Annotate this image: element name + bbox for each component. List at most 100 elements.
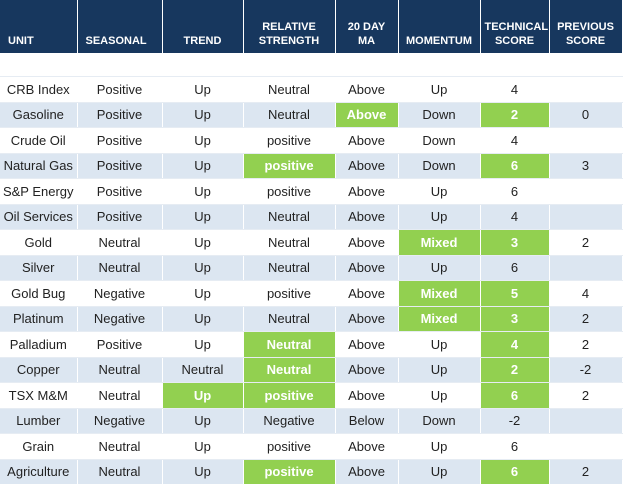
empty-cell (549, 255, 623, 281)
table-row: Copper Neutral Neutral Neutral Above Up 2 -2 (0, 357, 623, 383)
table-cell: Mixed (398, 306, 481, 332)
column-header: SEASONAL (77, 0, 163, 53)
table-cell: Up (162, 229, 244, 256)
table-cell: Above (335, 459, 399, 484)
table-cell: Below (335, 408, 399, 434)
table-cell: 0 (549, 102, 623, 128)
unit-cell: Agriculture (0, 459, 78, 484)
table-row: Agriculture Neutral Up positive Above Up 6 2 (0, 459, 623, 484)
table-cell: Up (162, 127, 244, 154)
table-cell: Up (398, 331, 481, 358)
table-cell: Down (398, 153, 481, 179)
table-cell: 4 (480, 127, 550, 154)
table-cell: Up (162, 331, 244, 358)
empty-cell (549, 178, 623, 205)
table-cell: Positive (77, 127, 163, 154)
table-cell: positive (243, 382, 336, 409)
table-cell: 4 (480, 204, 550, 230)
unit-cell: Oil Services (0, 204, 78, 230)
table-cell: Mixed (398, 280, 481, 307)
table-cell: Up (162, 433, 244, 460)
column-header: TECHNICAL SCORE (480, 0, 550, 53)
table-cell: Mixed (398, 229, 481, 256)
table-cell: positive (243, 153, 336, 179)
table-cell: 6 (480, 459, 550, 484)
table-cell: 2 (549, 382, 623, 409)
table-cell: Positive (77, 204, 163, 230)
table-cell: Positive (77, 331, 163, 358)
table-cell: 4 (480, 331, 550, 358)
table-cell: positive (243, 280, 336, 307)
table-cell: 6 (480, 178, 550, 205)
table-row: S&P Energy Positive Up positive Above Up 6 (0, 178, 623, 205)
table-row: TSX M&M Neutral Up positive Above Up 6 2 (0, 382, 623, 409)
table-cell: Neutral (243, 229, 336, 256)
unit-cell: Gold Bug (0, 280, 78, 307)
unit-cell: Copper (0, 357, 78, 383)
table-cell: 6 (480, 382, 550, 409)
unit-cell: Lumber (0, 408, 78, 434)
empty-cell (549, 204, 623, 230)
table-row: Natural Gas Positive Up positive Above Down 6 3 (0, 153, 623, 179)
table-cell: Neutral (77, 459, 163, 484)
table-cell: Neutral (243, 255, 336, 281)
table-cell: Negative (243, 408, 336, 434)
table-cell: Up (162, 153, 244, 179)
table-cell: positive (243, 459, 336, 484)
table-row: CRB Index Positive Up Neutral Above Up 4 (0, 76, 623, 103)
table-cell: Up (398, 433, 481, 460)
table-cell: positive (243, 178, 336, 205)
table-cell: 6 (480, 433, 550, 460)
table-cell: 3 (480, 229, 550, 256)
table-body: CRB Index Positive Up Neutral Above Up 4 Gasoli… (0, 53, 623, 484)
table-cell: Neutral (243, 204, 336, 230)
table-cell: Above (335, 178, 399, 205)
table-row: Grain Neutral Up positive Above Up 6 (0, 433, 623, 460)
unit-cell: Silver (0, 255, 78, 281)
table-cell: Up (162, 255, 244, 281)
table-cell: Above (335, 331, 399, 358)
unit-cell: Gold (0, 229, 78, 256)
table-row: Platinum Negative Up Neutral Above Mixed 3 2 (0, 306, 623, 332)
empty-cell (549, 127, 623, 154)
table-cell: Up (398, 204, 481, 230)
table-cell: -2 (549, 357, 623, 383)
table-cell: Up (162, 408, 244, 434)
table-cell: Up (398, 76, 481, 103)
table-cell: Above (335, 433, 399, 460)
table-cell: Positive (77, 76, 163, 103)
table-cell: 6 (480, 153, 550, 179)
table-cell: positive (243, 127, 336, 154)
unit-cell: Platinum (0, 306, 78, 332)
unit-cell: Natural Gas (0, 153, 78, 179)
unit-cell: Grain (0, 433, 78, 460)
table-row: Oil Services Positive Up Neutral Above Up 4 (0, 204, 623, 230)
table-cell: Above (335, 204, 399, 230)
table-cell: Above (335, 306, 399, 332)
table-cell: 2 (480, 102, 550, 128)
table-cell: Up (162, 280, 244, 307)
table-cell: Positive (77, 153, 163, 179)
table-cell: Neutral (77, 433, 163, 460)
table-cell: 2 (549, 331, 623, 358)
header-row: UNIT SEASONAL TREND RELATIVE STRENGTH 20 DAY… (0, 0, 623, 53)
empty-cell (549, 408, 623, 434)
table-row: Lumber Negative Up Negative Below Down -2 (0, 408, 623, 434)
table-cell: Up (162, 306, 244, 332)
column-header: UNIT (0, 0, 78, 53)
column-header: 20 DAY MA (335, 0, 399, 53)
table-cell: Neutral (77, 229, 163, 256)
table-row: Crude Oil Positive Up positive Above Down 4 (0, 127, 623, 154)
unit-cell: Palladium (0, 331, 78, 358)
table-cell: Positive (77, 102, 163, 128)
table-cell: 3 (480, 306, 550, 332)
table-cell: -2 (480, 408, 550, 434)
table-cell: Negative (77, 306, 163, 332)
table-cell: Up (398, 255, 481, 281)
table-cell: Down (398, 102, 481, 128)
table-cell: 4 (549, 280, 623, 307)
table-cell: Positive (77, 178, 163, 205)
table-cell: 4 (480, 76, 550, 103)
table-cell: Neutral (162, 357, 244, 383)
